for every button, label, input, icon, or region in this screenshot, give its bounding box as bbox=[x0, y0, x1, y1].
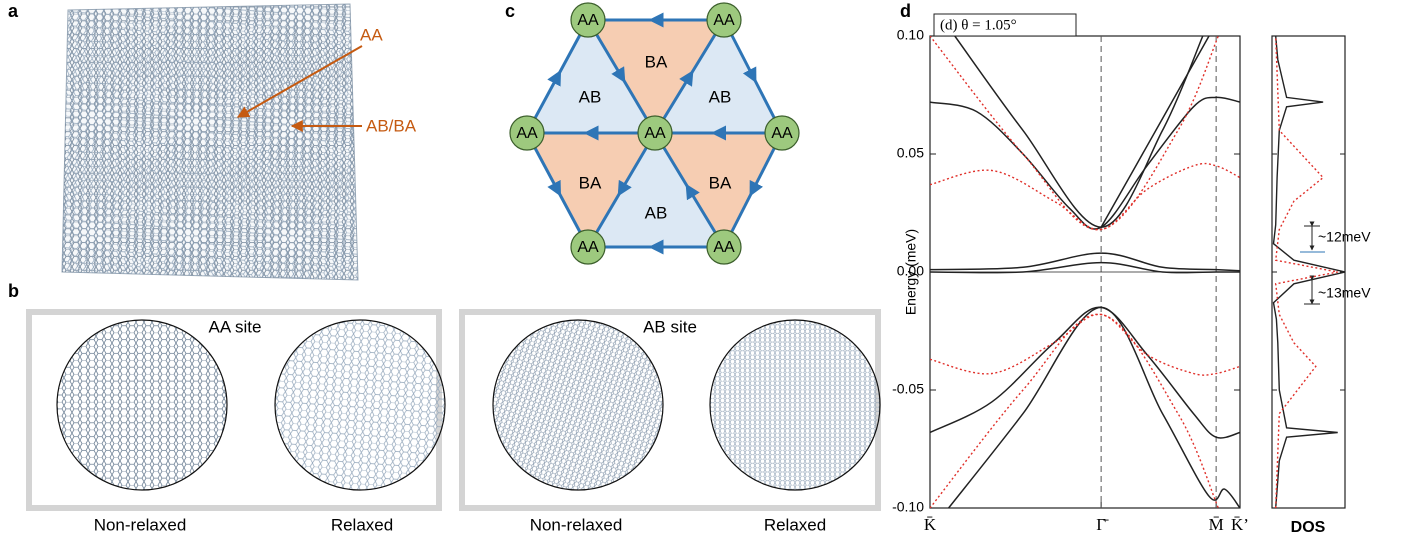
annotation-arrow bbox=[236, 45, 363, 118]
x-tick-label: K̄ bbox=[924, 515, 937, 534]
region-label: BA bbox=[579, 173, 602, 192]
annotation: AB/BA bbox=[366, 116, 417, 135]
region-label: BA bbox=[709, 173, 732, 192]
x-tick-label: Γ̄ bbox=[1096, 515, 1109, 534]
lattice-view bbox=[709, 319, 881, 491]
box-title: AA site bbox=[209, 317, 262, 336]
band bbox=[954, 36, 1204, 228]
x-tick-label: K̄’ bbox=[1231, 515, 1249, 534]
dos-curve bbox=[1274, 36, 1338, 508]
y-tick-label: -0.10 bbox=[892, 499, 924, 515]
node-label: AA bbox=[713, 239, 735, 256]
lattice-view bbox=[56, 319, 228, 491]
lattice-view bbox=[492, 319, 664, 491]
caption: Relaxed bbox=[331, 515, 393, 534]
chart-title: (d) θ = 1.05° bbox=[940, 17, 1017, 33]
region-label: AB bbox=[579, 87, 602, 106]
y-tick-label: 0.05 bbox=[897, 145, 924, 161]
y-axis-label: Energy (meV) bbox=[903, 229, 919, 315]
band bbox=[948, 306, 1240, 508]
caption: Non-relaxed bbox=[94, 515, 187, 534]
node bbox=[509, 115, 545, 151]
title-box bbox=[933, 13, 1077, 37]
band bbox=[930, 252, 1240, 272]
caption: Non-relaxed bbox=[530, 515, 623, 534]
region-label: BA bbox=[645, 52, 668, 71]
y-tick-label: -0.05 bbox=[892, 381, 924, 397]
node bbox=[637, 115, 673, 151]
y-tick-label: 0.10 bbox=[897, 27, 924, 43]
panel-label: a bbox=[8, 1, 19, 21]
node bbox=[570, 229, 606, 265]
caption: Relaxed bbox=[764, 515, 826, 534]
node-label: AA bbox=[516, 125, 538, 142]
annotation: AA bbox=[360, 25, 383, 44]
band bbox=[930, 96, 1240, 230]
band bbox=[930, 313, 1240, 376]
annotation: ~12meV bbox=[1318, 229, 1371, 245]
node-label: AA bbox=[644, 125, 666, 142]
annotation: ~13meV bbox=[1318, 285, 1371, 301]
node bbox=[706, 2, 742, 38]
band bbox=[930, 36, 1219, 231]
band bbox=[930, 261, 1240, 274]
band bbox=[930, 306, 1240, 439]
node-label: AA bbox=[771, 125, 793, 142]
x-tick-label: M̄ bbox=[1209, 515, 1224, 534]
stacking-diagram bbox=[525, 12, 784, 255]
node-group: AA AA AA AA AA AA AA bbox=[509, 2, 800, 265]
y-tick-label: 0.00 bbox=[897, 263, 924, 279]
panel-label: c bbox=[505, 1, 515, 21]
node-label: AA bbox=[577, 12, 599, 29]
annotation-group: ~12meV ~13meV bbox=[1300, 221, 1371, 305]
lattice-view bbox=[274, 319, 446, 491]
dos-group bbox=[1272, 36, 1345, 508]
node bbox=[764, 115, 800, 151]
node-label: AA bbox=[577, 239, 599, 256]
panel-label: b bbox=[8, 281, 19, 301]
band bbox=[930, 313, 1219, 508]
node-label: AA bbox=[713, 12, 735, 29]
moire-lattice bbox=[61, 3, 359, 281]
band-group bbox=[930, 36, 1240, 508]
region-label: AB bbox=[709, 87, 732, 106]
node bbox=[706, 229, 742, 265]
dos-curve bbox=[1272, 36, 1345, 508]
region-label: AB bbox=[645, 203, 668, 222]
box-title: AB site bbox=[643, 317, 697, 336]
x-axis-label: DOS bbox=[1291, 519, 1326, 536]
band bbox=[1100, 36, 1210, 228]
node bbox=[570, 2, 606, 38]
panel-label: d bbox=[900, 1, 911, 21]
